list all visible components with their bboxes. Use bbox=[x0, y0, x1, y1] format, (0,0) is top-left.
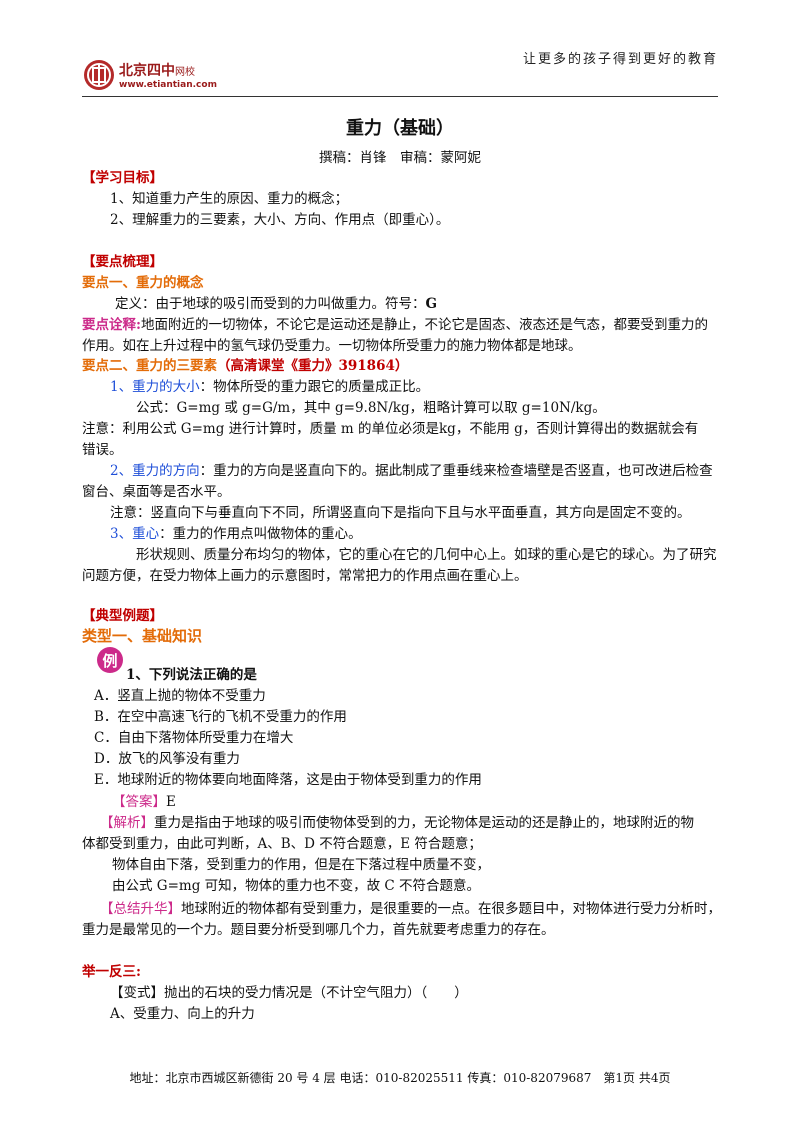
type1-heading: 类型一、基础知识 bbox=[82, 627, 203, 645]
page-title: 重力（基础） bbox=[346, 118, 454, 139]
goals-heading: 【学习目标】 bbox=[82, 170, 163, 186]
page-footer: 地址：北京市西城区新德街 20 号 4 层 电话：010-82025511 传真… bbox=[129, 1071, 671, 1085]
variant-option-a: A、受重力、向上的升力 bbox=[110, 1006, 255, 1022]
answer-label: 【答案】 bbox=[112, 794, 166, 810]
summary-heading: 【要点梳理】 bbox=[82, 254, 163, 270]
point1-definition: 定义：由于地球的吸引而受到的力叫做重力。符号：G bbox=[115, 296, 438, 312]
point1-note-cont: 作用。如在上升过程中的氢气球仍受重力。一切物体所受重力的施力物体都是地球。 bbox=[82, 338, 582, 354]
option-c: C．自由下落物体所受重力在增大 bbox=[94, 730, 294, 746]
variant-question: 【变式】抛出的石块的受力情况是（不计空气阻力）（ ） bbox=[110, 985, 468, 1001]
school-logo-icon bbox=[84, 60, 114, 90]
answer-value: E bbox=[166, 794, 176, 810]
size-line: 1、重力的大小：物体所受的重力跟它的质量成正比。 bbox=[110, 379, 430, 395]
examples-heading: 【典型例题】 bbox=[82, 608, 163, 624]
option-b: B．在空中高速飞行的飞机不受重力的作用 bbox=[94, 709, 347, 725]
direction-note: 注意：竖直向下与垂直向下不同，所谓竖直向下是指向下且与水平面垂直，其方向是固定不… bbox=[110, 505, 691, 521]
goal-item: 2、理解重力的三要素，大小、方向、作用点（即重心）。 bbox=[110, 212, 450, 228]
example-badge-label: 例 bbox=[102, 652, 118, 670]
point1-note: 要点诠释:地面附近的一切物体，不论它是运动还是静止，不论它是固态、液态还是气态，… bbox=[82, 317, 708, 333]
practice-heading: 举一反三: bbox=[82, 964, 141, 980]
answer-line: 【答案】E bbox=[112, 792, 176, 813]
formula-line: 公式：G=mg 或 g=G/m，其中 g=9.8N/kg，粗略计算可以取 g=1… bbox=[136, 400, 606, 416]
option-d: D．放飞的风筝没有重力 bbox=[94, 751, 240, 767]
header-divider bbox=[82, 96, 718, 97]
video-link: （高清课堂《重力》391864） bbox=[217, 358, 409, 374]
center-desc: 形状规则、质量分布均匀的物体，它的重心在它的几何中心上。如球的重心是它的球心。为… bbox=[136, 547, 717, 563]
summary-label: 【总结升华】 bbox=[100, 901, 181, 917]
analysis-line-4: 由公式 G=mg 可知，物体的重力也不变，故 C 不符合题意。 bbox=[112, 878, 481, 894]
question-1: 1、下列说法正确的是 bbox=[126, 667, 257, 683]
caution-line-cont: 错误。 bbox=[82, 442, 123, 458]
summary-line-cont: 重力是最常见的一个力。题目要分析受到哪几个力，首先就要考虑重力的存在。 bbox=[82, 922, 555, 938]
point2-heading: 要点二、重力的三要素（高清课堂《重力》391864） bbox=[82, 358, 409, 374]
header-slogan: 让更多的孩子得到更好的教育 bbox=[522, 52, 718, 67]
logo-url: www.etiantian.com bbox=[119, 80, 217, 90]
note-label: 要点诠释: bbox=[82, 317, 141, 333]
logo-name: 北京四中网校 bbox=[119, 63, 195, 79]
logo-sub: 网校 bbox=[175, 67, 195, 78]
size-label: 1、重力的大小 bbox=[110, 379, 200, 395]
gravity-symbol: G bbox=[425, 296, 438, 312]
analysis-line-cont: 体都受到重力，由此可判断，A、B、D 不符合题意，E 符合题意； bbox=[82, 836, 482, 852]
analysis-line-3: 物体自由下落，受到重力的作用，但是在下落过程中质量不变， bbox=[112, 857, 490, 873]
point1-heading: 要点一、重力的概念 bbox=[82, 275, 204, 291]
example-badge-icon: 例 bbox=[96, 646, 124, 674]
caution-line: 注意：利用公式 G=mg 进行计算时，质量 m 的单位必须是kg，不能用 g，否… bbox=[82, 421, 699, 437]
summary-line: 【总结升华】地球附近的物体都有受到重力，是很重要的一点。在很多题目中，对物体进行… bbox=[100, 901, 721, 917]
center-desc-cont: 问题方便，在受力物体上画力的示意图时，常常把力的作用点画在重心上。 bbox=[82, 568, 528, 584]
analysis-line: 【解析】重力是指由于地球的吸引而使物体受到的力，无论物体是运动的还是静止的，地球… bbox=[100, 815, 694, 831]
direction-line: 2、重力的方向：重力的方向是竖直向下的。据此制成了重垂线来检查墙壁是否竖直，也可… bbox=[110, 463, 713, 479]
goal-item: 1、知道重力产生的原因、重力的概念； bbox=[110, 191, 349, 207]
direction-line-cont: 窗台、桌面等是否水平。 bbox=[82, 484, 231, 500]
option-e: E．地球附近的物体要向地面降落，这是由于物体受到重力的作用 bbox=[94, 772, 482, 788]
center-label: 3、重心 bbox=[110, 526, 160, 542]
analysis-label: 【解析】 bbox=[100, 815, 154, 831]
center-line: 3、重心：重力的作用点叫做物体的重心。 bbox=[110, 526, 362, 542]
option-a: A．竖直上抛的物体不受重力 bbox=[94, 688, 266, 704]
direction-label: 2、重力的方向 bbox=[110, 463, 200, 479]
byline: 撰稿：肖锋 审稿：蒙阿妮 bbox=[319, 150, 481, 166]
